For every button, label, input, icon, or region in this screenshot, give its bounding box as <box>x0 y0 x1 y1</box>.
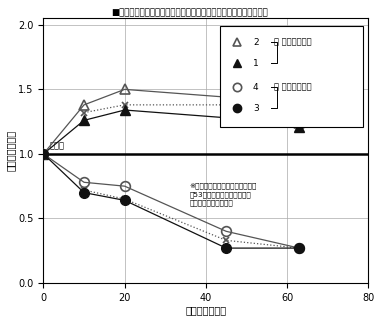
Text: ※実験結果で仕口１ヶ所に付き、
約53倍の剛性が高められた。
（仕口が正常な場合）: ※実験結果で仕口１ヶ所に付き、 約53倍の剛性が高められた。 （仕口が正常な場合… <box>190 182 257 206</box>
Text: 1: 1 <box>253 59 259 68</box>
Y-axis label: 曲げ剛性変化率: 曲げ剛性変化率 <box>6 130 16 171</box>
Text: 4: 4 <box>253 83 259 92</box>
Text: ） シメールあり: ） シメールあり <box>274 38 312 47</box>
X-axis label: 経過日数（日）: 経過日数（日） <box>185 306 226 316</box>
Text: 2: 2 <box>253 38 259 47</box>
Text: ） シメールなし: ） シメールなし <box>274 83 312 92</box>
Text: 新築時: 新築時 <box>49 141 65 150</box>
Bar <box>220 26 363 127</box>
Text: 3: 3 <box>253 104 259 113</box>
Text: ■曲げ剛性（ばね定数）の経日変化率（固有振動数からの計算値）: ■曲げ剛性（ばね定数）の経日変化率（固有振動数からの計算値） <box>112 8 268 17</box>
